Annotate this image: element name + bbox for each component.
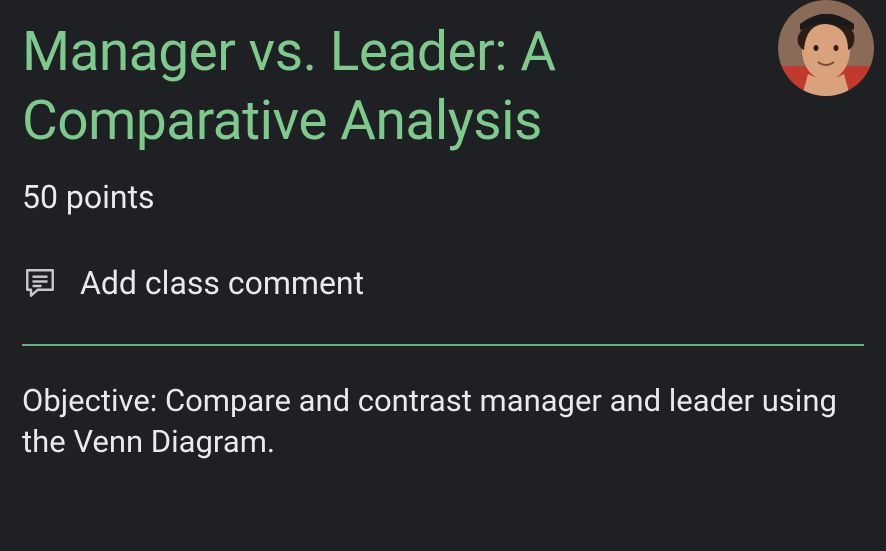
author-avatar[interactable] bbox=[778, 0, 874, 96]
assignment-card: Manager vs. Leader: A Comparative Analys… bbox=[0, 0, 886, 551]
section-divider bbox=[22, 344, 864, 346]
add-class-comment-label: Add class comment bbox=[80, 264, 364, 302]
comment-icon bbox=[22, 265, 58, 301]
assignment-objective: Objective: Compare and contrast manager … bbox=[22, 380, 842, 464]
add-class-comment-button[interactable]: Add class comment bbox=[22, 264, 864, 302]
points-label: 50 points bbox=[22, 178, 864, 216]
assignment-title: Manager vs. Leader: A Comparative Analys… bbox=[22, 18, 742, 156]
